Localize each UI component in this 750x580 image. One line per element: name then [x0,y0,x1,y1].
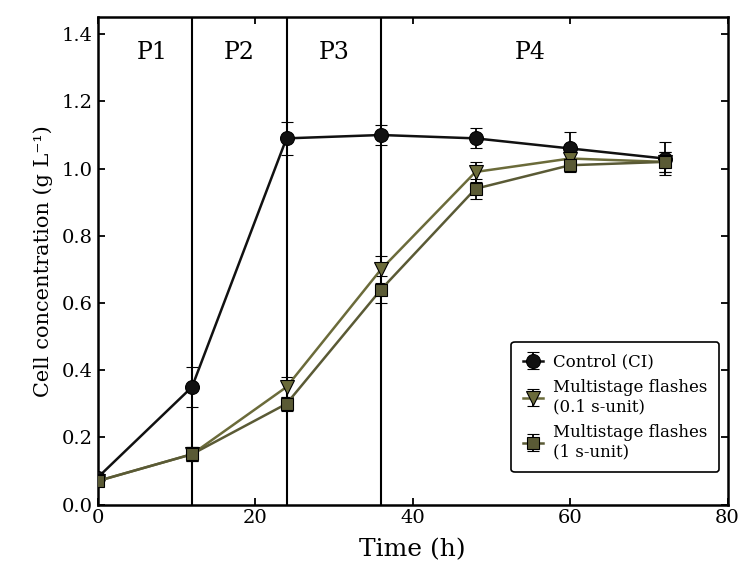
Text: P4: P4 [515,41,546,64]
Legend: Control (CI), Multistage flashes
(0.1 s-unit), Multistage flashes
(1 s-unit): Control (CI), Multistage flashes (0.1 s-… [512,342,719,472]
Text: P1: P1 [137,41,168,64]
Y-axis label: Cell concentration (g L⁻¹): Cell concentration (g L⁻¹) [34,125,53,397]
Text: P3: P3 [318,41,350,64]
Text: P2: P2 [224,41,255,64]
X-axis label: Time (h): Time (h) [359,539,466,561]
